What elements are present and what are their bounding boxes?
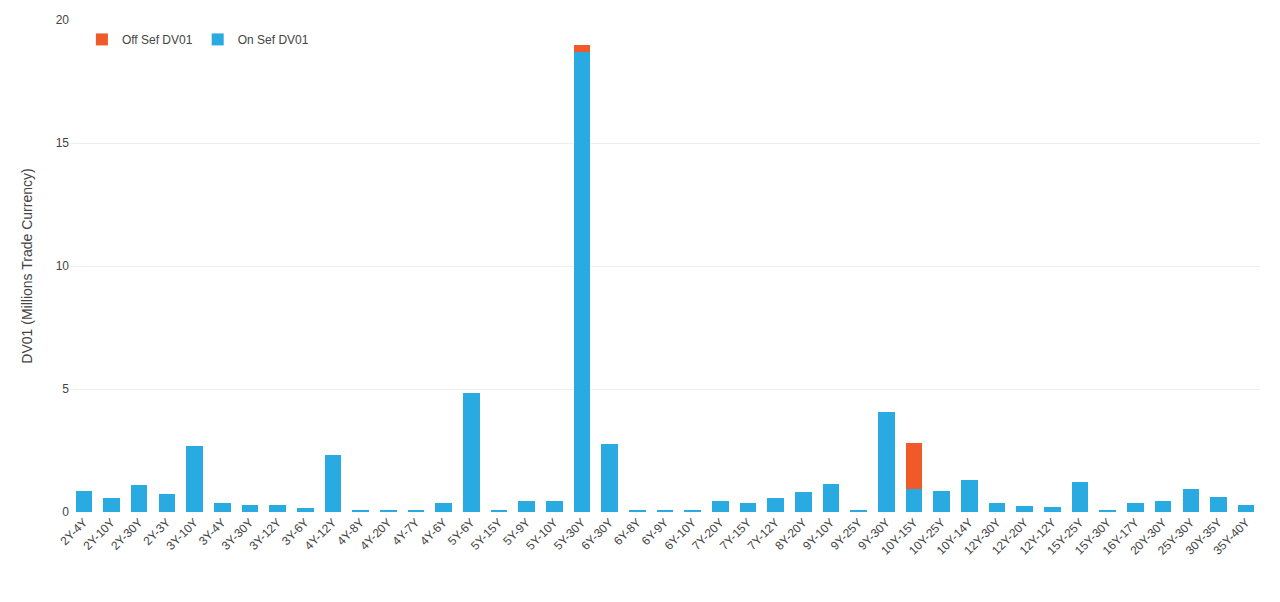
svg-text:12Y-12Y: 12Y-12Y <box>1017 515 1059 557</box>
svg-text:6Y-9Y: 6Y-9Y <box>639 515 672 548</box>
svg-text:20: 20 <box>56 13 70 27</box>
svg-text:5Y-6Y: 5Y-6Y <box>445 515 478 548</box>
svg-text:25Y-30Y: 25Y-30Y <box>1155 515 1197 557</box>
svg-text:7Y-12Y: 7Y-12Y <box>745 515 782 552</box>
svg-text:15Y-30Y: 15Y-30Y <box>1072 515 1114 557</box>
svg-text:3Y-6Y: 3Y-6Y <box>279 515 312 548</box>
svg-text:7Y-15Y: 7Y-15Y <box>717 515 754 552</box>
svg-text:30Y-35Y: 30Y-35Y <box>1183 515 1225 557</box>
svg-text:5: 5 <box>62 382 69 396</box>
svg-text:3Y-12Y: 3Y-12Y <box>246 515 283 552</box>
svg-text:2Y-3Y: 2Y-3Y <box>141 515 174 548</box>
svg-text:9Y-25Y: 9Y-25Y <box>828 515 865 552</box>
svg-text:3Y-30Y: 3Y-30Y <box>219 515 256 552</box>
svg-text:12Y-20Y: 12Y-20Y <box>989 515 1031 557</box>
svg-text:6Y-10Y: 6Y-10Y <box>662 515 699 552</box>
svg-text:12Y-30Y: 12Y-30Y <box>961 515 1003 557</box>
svg-text:10Y-14Y: 10Y-14Y <box>934 515 976 557</box>
svg-text:4Y-6Y: 4Y-6Y <box>417 515 450 548</box>
svg-text:4Y-8Y: 4Y-8Y <box>334 515 367 548</box>
svg-text:9Y-30Y: 9Y-30Y <box>855 515 892 552</box>
svg-text:4Y-12Y: 4Y-12Y <box>302 515 339 552</box>
svg-text:20Y-30Y: 20Y-30Y <box>1127 515 1169 557</box>
svg-text:16Y-17Y: 16Y-17Y <box>1100 515 1142 557</box>
svg-text:5Y-9Y: 5Y-9Y <box>500 515 533 548</box>
svg-text:2Y-30Y: 2Y-30Y <box>108 515 145 552</box>
svg-text:0: 0 <box>62 505 69 519</box>
svg-text:10Y-15Y: 10Y-15Y <box>878 515 920 557</box>
svg-text:3Y-4Y: 3Y-4Y <box>196 515 229 548</box>
svg-text:8Y-20Y: 8Y-20Y <box>772 515 809 552</box>
svg-text:35Y-40Y: 35Y-40Y <box>1210 515 1252 557</box>
svg-text:15: 15 <box>56 136 70 150</box>
svg-text:5Y-30Y: 5Y-30Y <box>551 515 588 552</box>
svg-text:6Y-8Y: 6Y-8Y <box>611 515 644 548</box>
svg-text:Off Sef DV01: Off Sef DV01 <box>122 33 193 47</box>
svg-text:9Y-10Y: 9Y-10Y <box>800 515 837 552</box>
svg-text:15Y-25Y: 15Y-25Y <box>1044 515 1086 557</box>
svg-text:7Y-20Y: 7Y-20Y <box>689 515 726 552</box>
svg-text:5Y-15Y: 5Y-15Y <box>468 515 505 552</box>
svg-text:10Y-25Y: 10Y-25Y <box>906 515 948 557</box>
svg-text:2Y-10Y: 2Y-10Y <box>80 515 117 552</box>
svg-text:6Y-30Y: 6Y-30Y <box>579 515 616 552</box>
svg-text:On Sef DV01: On Sef DV01 <box>238 33 309 47</box>
svg-text:DV01 (Millions Trade Currency): DV01 (Millions Trade Currency) <box>19 168 35 363</box>
svg-text:10: 10 <box>56 259 70 273</box>
svg-text:2Y-4Y: 2Y-4Y <box>58 515 91 548</box>
svg-text:3Y-10Y: 3Y-10Y <box>163 515 200 552</box>
svg-text:4Y-20Y: 4Y-20Y <box>357 515 394 552</box>
svg-text:5Y-10Y: 5Y-10Y <box>523 515 560 552</box>
svg-text:4Y-7Y: 4Y-7Y <box>390 515 423 548</box>
